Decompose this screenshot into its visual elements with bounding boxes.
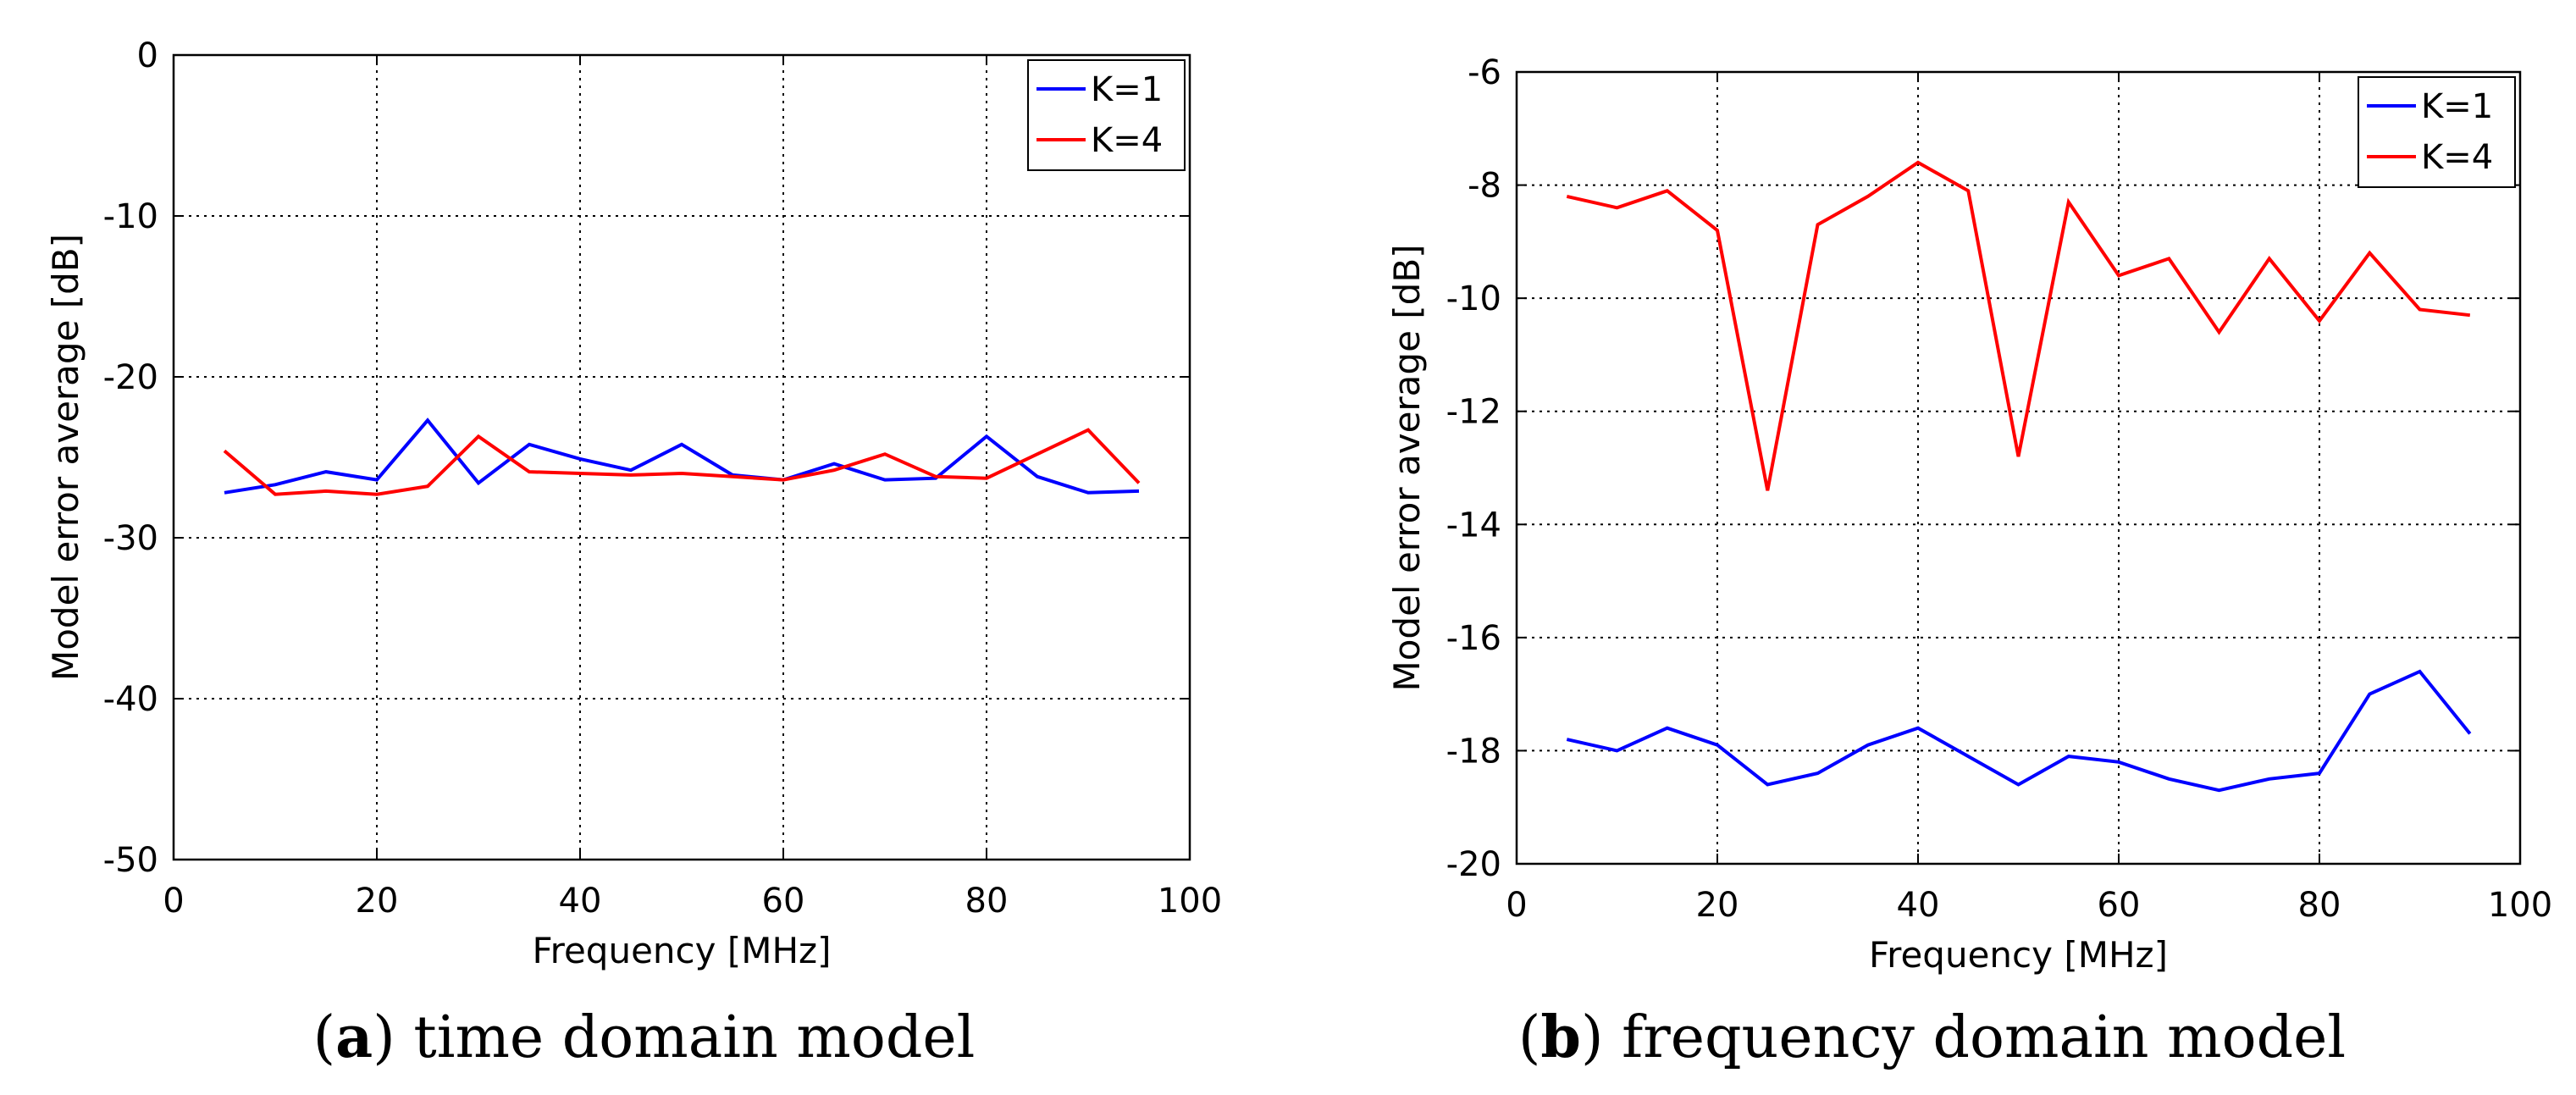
x-tick-label: 40 — [1897, 886, 1940, 925]
x-tick-label: 100 — [2488, 886, 2552, 925]
legend-label-K1: K=1 — [1091, 70, 1163, 109]
axes-frame — [1515, 70, 2522, 865]
caption-a-text: ) time domain model — [373, 1004, 976, 1071]
caption-b-label: b — [1540, 1004, 1581, 1071]
y-tick-label: -10 — [1446, 279, 1501, 318]
x-tick-label: 80 — [2298, 886, 2341, 925]
x-tick-label: 100 — [1158, 882, 1222, 921]
y-axis-label: Model error average [dB] — [45, 234, 86, 681]
y-tick-label: -40 — [103, 680, 158, 719]
y-tick-label: -10 — [103, 197, 158, 236]
y-tick-label: 0 — [137, 36, 158, 75]
caption-a: (a) time domain model — [312, 1004, 976, 1071]
x-tick-label: 20 — [1696, 886, 1739, 925]
chart-panel-b: 0 20 40 60 80 100 -6 -8 -10 -12 -14 -16 -18 -20 Freque… — [1288, 0, 2576, 1095]
chart-panel-a: 0 20 40 60 80 100 0 -10 -20 -30 -40 -50 Frequency [M… — [45, 36, 1222, 1071]
y-tick-label: -50 — [103, 841, 158, 880]
chart-b: 0 20 40 60 80 100 -6 -8 -10 -12 -14 -16 -18 -20 Freque… — [1386, 53, 2552, 976]
x-tick-label: 80 — [965, 882, 1009, 921]
y-tick-label: -30 — [103, 519, 158, 558]
x-tick-label: 0 — [1506, 886, 1527, 925]
y-tick-label: -20 — [103, 358, 158, 397]
caption-b: (b) frequency domain model — [1517, 1004, 2347, 1071]
y-tick-label: -8 — [1468, 167, 1501, 206]
x-axis-label: Frequency [MHz] — [1869, 934, 2168, 976]
series-line-K4 — [1566, 160, 2471, 491]
legend-label-K4: K=4 — [2421, 138, 2493, 177]
x-tick-label: 60 — [762, 882, 805, 921]
x-tick-label: 20 — [356, 882, 399, 921]
legend-box — [2358, 76, 2516, 188]
x-axis-label: Frequency [MHz] — [533, 930, 832, 971]
y-tick-label: -14 — [1446, 506, 1501, 545]
y-tick-label: -16 — [1446, 619, 1501, 658]
y-tick-label: -6 — [1468, 53, 1501, 92]
x-tick-label: 60 — [2098, 886, 2141, 925]
series-line-K4 — [223, 428, 1141, 496]
legend-label-K4: K=4 — [1091, 121, 1163, 160]
y-axis-label: Model error average [dB] — [1386, 244, 1428, 691]
y-tick-label: -12 — [1446, 393, 1501, 432]
y-tick-label: -20 — [1446, 845, 1501, 884]
caption-b-text: ) frequency domain model — [1580, 1004, 2347, 1071]
x-tick-label: 40 — [559, 882, 602, 921]
axes-frame — [172, 53, 1191, 861]
chart-a: 0 20 40 60 80 100 0 -10 -20 -30 -40 -50 Frequency [M… — [45, 36, 1222, 971]
y-tick-label: -18 — [1446, 732, 1501, 771]
legend-label-K1: K=1 — [2421, 87, 2493, 126]
x-tick-label: 0 — [163, 882, 184, 921]
legend-box — [1027, 59, 1186, 171]
series-line-K1 — [1566, 669, 2472, 793]
plot-area — [174, 55, 1190, 860]
series-line-K1 — [224, 418, 1140, 495]
caption-a-label: a — [335, 1004, 373, 1071]
